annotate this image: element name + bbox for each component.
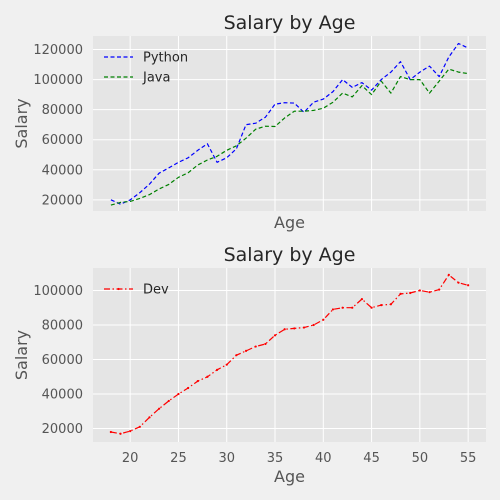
y-axis-label: Salary <box>12 98 31 148</box>
chart-title: Salary by Age <box>224 12 356 34</box>
data-point <box>467 284 470 287</box>
data-point <box>341 306 344 309</box>
data-point <box>322 318 325 321</box>
data-point <box>254 345 257 348</box>
data-point <box>312 323 315 327</box>
data-point <box>138 425 141 428</box>
x-tick-label: 40 <box>315 451 332 466</box>
y-tick-label: 20000 <box>42 193 83 208</box>
chart-title: Salary by Age <box>224 244 356 266</box>
data-point <box>273 334 277 337</box>
data-point <box>283 328 286 331</box>
legend-label-dev: Dev <box>143 283 169 298</box>
x-tick-label: 25 <box>170 451 187 466</box>
data-point <box>206 375 209 378</box>
data-point <box>264 342 267 346</box>
legend-label-java: Java <box>142 71 170 86</box>
x-tick-label: 50 <box>412 451 429 466</box>
plot-area <box>93 268 486 442</box>
data-point <box>215 368 219 371</box>
data-point <box>302 326 306 329</box>
legend: Dev <box>104 283 169 298</box>
data-point <box>370 306 373 309</box>
data-point <box>148 416 151 419</box>
series-line-dev <box>110 274 469 435</box>
y-axis-label: Salary <box>12 330 31 380</box>
y-tick-label: 100000 <box>33 284 83 299</box>
data-point <box>428 291 431 294</box>
plot-area <box>93 36 486 211</box>
data-point <box>244 349 248 352</box>
data-point <box>196 379 199 383</box>
data-point <box>109 430 112 434</box>
x-tick-label: 55 <box>460 451 477 466</box>
data-point <box>293 327 296 330</box>
legend-label-python: Python <box>143 51 188 66</box>
data-point <box>187 386 190 390</box>
data-point <box>360 297 364 301</box>
data-point <box>457 281 460 284</box>
x-axis-label: Age <box>274 467 305 486</box>
chart-panel-2: 20000 40000 60000 80000 100000 20 25 30 35 40 45 50… <box>12 244 486 486</box>
legend: Python Java <box>104 51 188 86</box>
x-tick-label: 35 <box>267 451 284 466</box>
data-point <box>177 392 180 396</box>
data-point <box>409 291 412 295</box>
x-axis-label: Age <box>274 213 305 232</box>
x-tick-label: 20 <box>122 451 139 466</box>
series-line-python <box>110 42 469 205</box>
y-tick-label: 60000 <box>42 133 83 148</box>
series-points-dev <box>109 273 470 435</box>
data-point <box>351 306 354 309</box>
data-point <box>119 432 122 435</box>
y-tick-label: 120000 <box>33 43 83 58</box>
y-tick-label: 80000 <box>42 103 83 118</box>
y-tick-label: 60000 <box>42 353 83 368</box>
legend-marker <box>117 287 120 291</box>
data-point <box>399 292 402 295</box>
data-point <box>167 399 170 403</box>
gridlines <box>93 36 486 211</box>
series-line-java <box>110 68 469 206</box>
data-point <box>418 289 421 292</box>
y-tick-label: 40000 <box>42 388 83 403</box>
y-tick-label: 20000 <box>42 422 83 437</box>
data-point <box>225 363 228 366</box>
data-point <box>447 273 450 277</box>
data-point <box>331 308 335 311</box>
data-point <box>389 303 392 306</box>
data-point <box>380 304 383 307</box>
data-point <box>438 288 441 291</box>
chart-panel-1: 20000 40000 60000 80000 100000 120000 Salary b… <box>12 12 486 232</box>
y-tick-label: 80000 <box>42 318 83 333</box>
x-tick-label: 45 <box>363 451 380 466</box>
data-point <box>158 407 161 410</box>
x-tick-label: 30 <box>218 451 235 466</box>
data-point <box>235 354 238 357</box>
data-point <box>129 430 132 433</box>
y-tick-label: 100000 <box>33 73 83 88</box>
y-tick-label: 40000 <box>42 163 83 178</box>
